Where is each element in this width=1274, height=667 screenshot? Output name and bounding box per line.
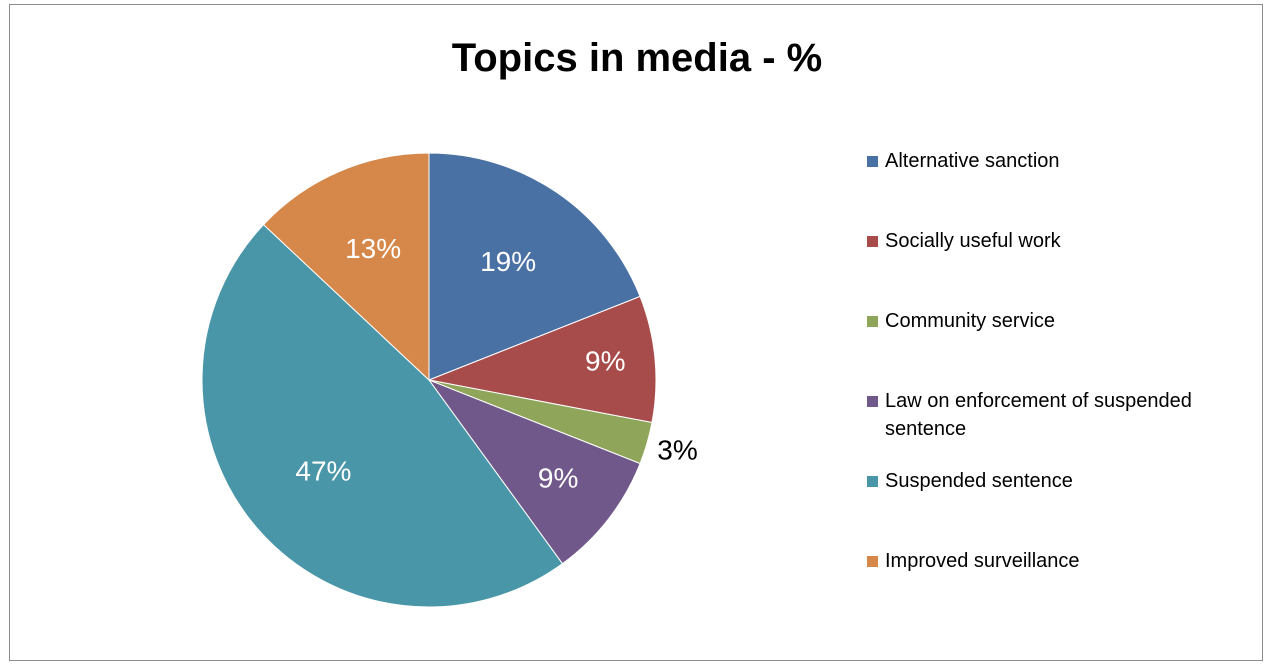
legend-item: Suspended sentence bbox=[867, 470, 1255, 495]
legend-item: Community service bbox=[867, 310, 1255, 335]
data-label: 3% bbox=[657, 435, 697, 466]
legend-label: Alternative sanction bbox=[885, 150, 1060, 172]
pie-slice-law-on-enforcement-of-suspended-sentence bbox=[427, 378, 641, 565]
legend-item: Improved surveillance bbox=[867, 550, 1255, 575]
pie-slice-alternative-sanction bbox=[428, 152, 641, 381]
data-label: 19% bbox=[480, 246, 536, 277]
data-label: 9% bbox=[538, 463, 578, 494]
legend-item: Alternative sanction bbox=[867, 150, 1255, 175]
legend-item: Law on enforcement of suspended sentence bbox=[867, 390, 1255, 443]
data-label: 47% bbox=[295, 455, 351, 486]
legend-swatch bbox=[867, 156, 878, 167]
pie-slice-improved-surveillance bbox=[262, 152, 430, 382]
pie-slice-suspended-sentence bbox=[201, 223, 564, 608]
chart-title: Topics in media - % bbox=[451, 36, 823, 80]
legend-label: Suspended sentence bbox=[885, 470, 1073, 492]
legend-swatch bbox=[867, 476, 878, 487]
legend-label: Socially useful work bbox=[885, 230, 1061, 252]
legend-swatch bbox=[867, 396, 878, 407]
legend-item: Socially useful work bbox=[867, 230, 1255, 255]
pie-slice-socially-useful-work bbox=[427, 295, 657, 424]
legend-label: Community service bbox=[885, 310, 1056, 332]
legend-label: Law on enforcement of suspended sentence bbox=[885, 390, 1192, 440]
legend-swatch bbox=[867, 556, 878, 567]
data-label: 13% bbox=[345, 233, 401, 264]
legend-swatch bbox=[867, 316, 878, 327]
data-label: 9% bbox=[585, 346, 625, 377]
legend-label: Improved surveillance bbox=[885, 550, 1080, 572]
legend-swatch bbox=[867, 236, 878, 247]
